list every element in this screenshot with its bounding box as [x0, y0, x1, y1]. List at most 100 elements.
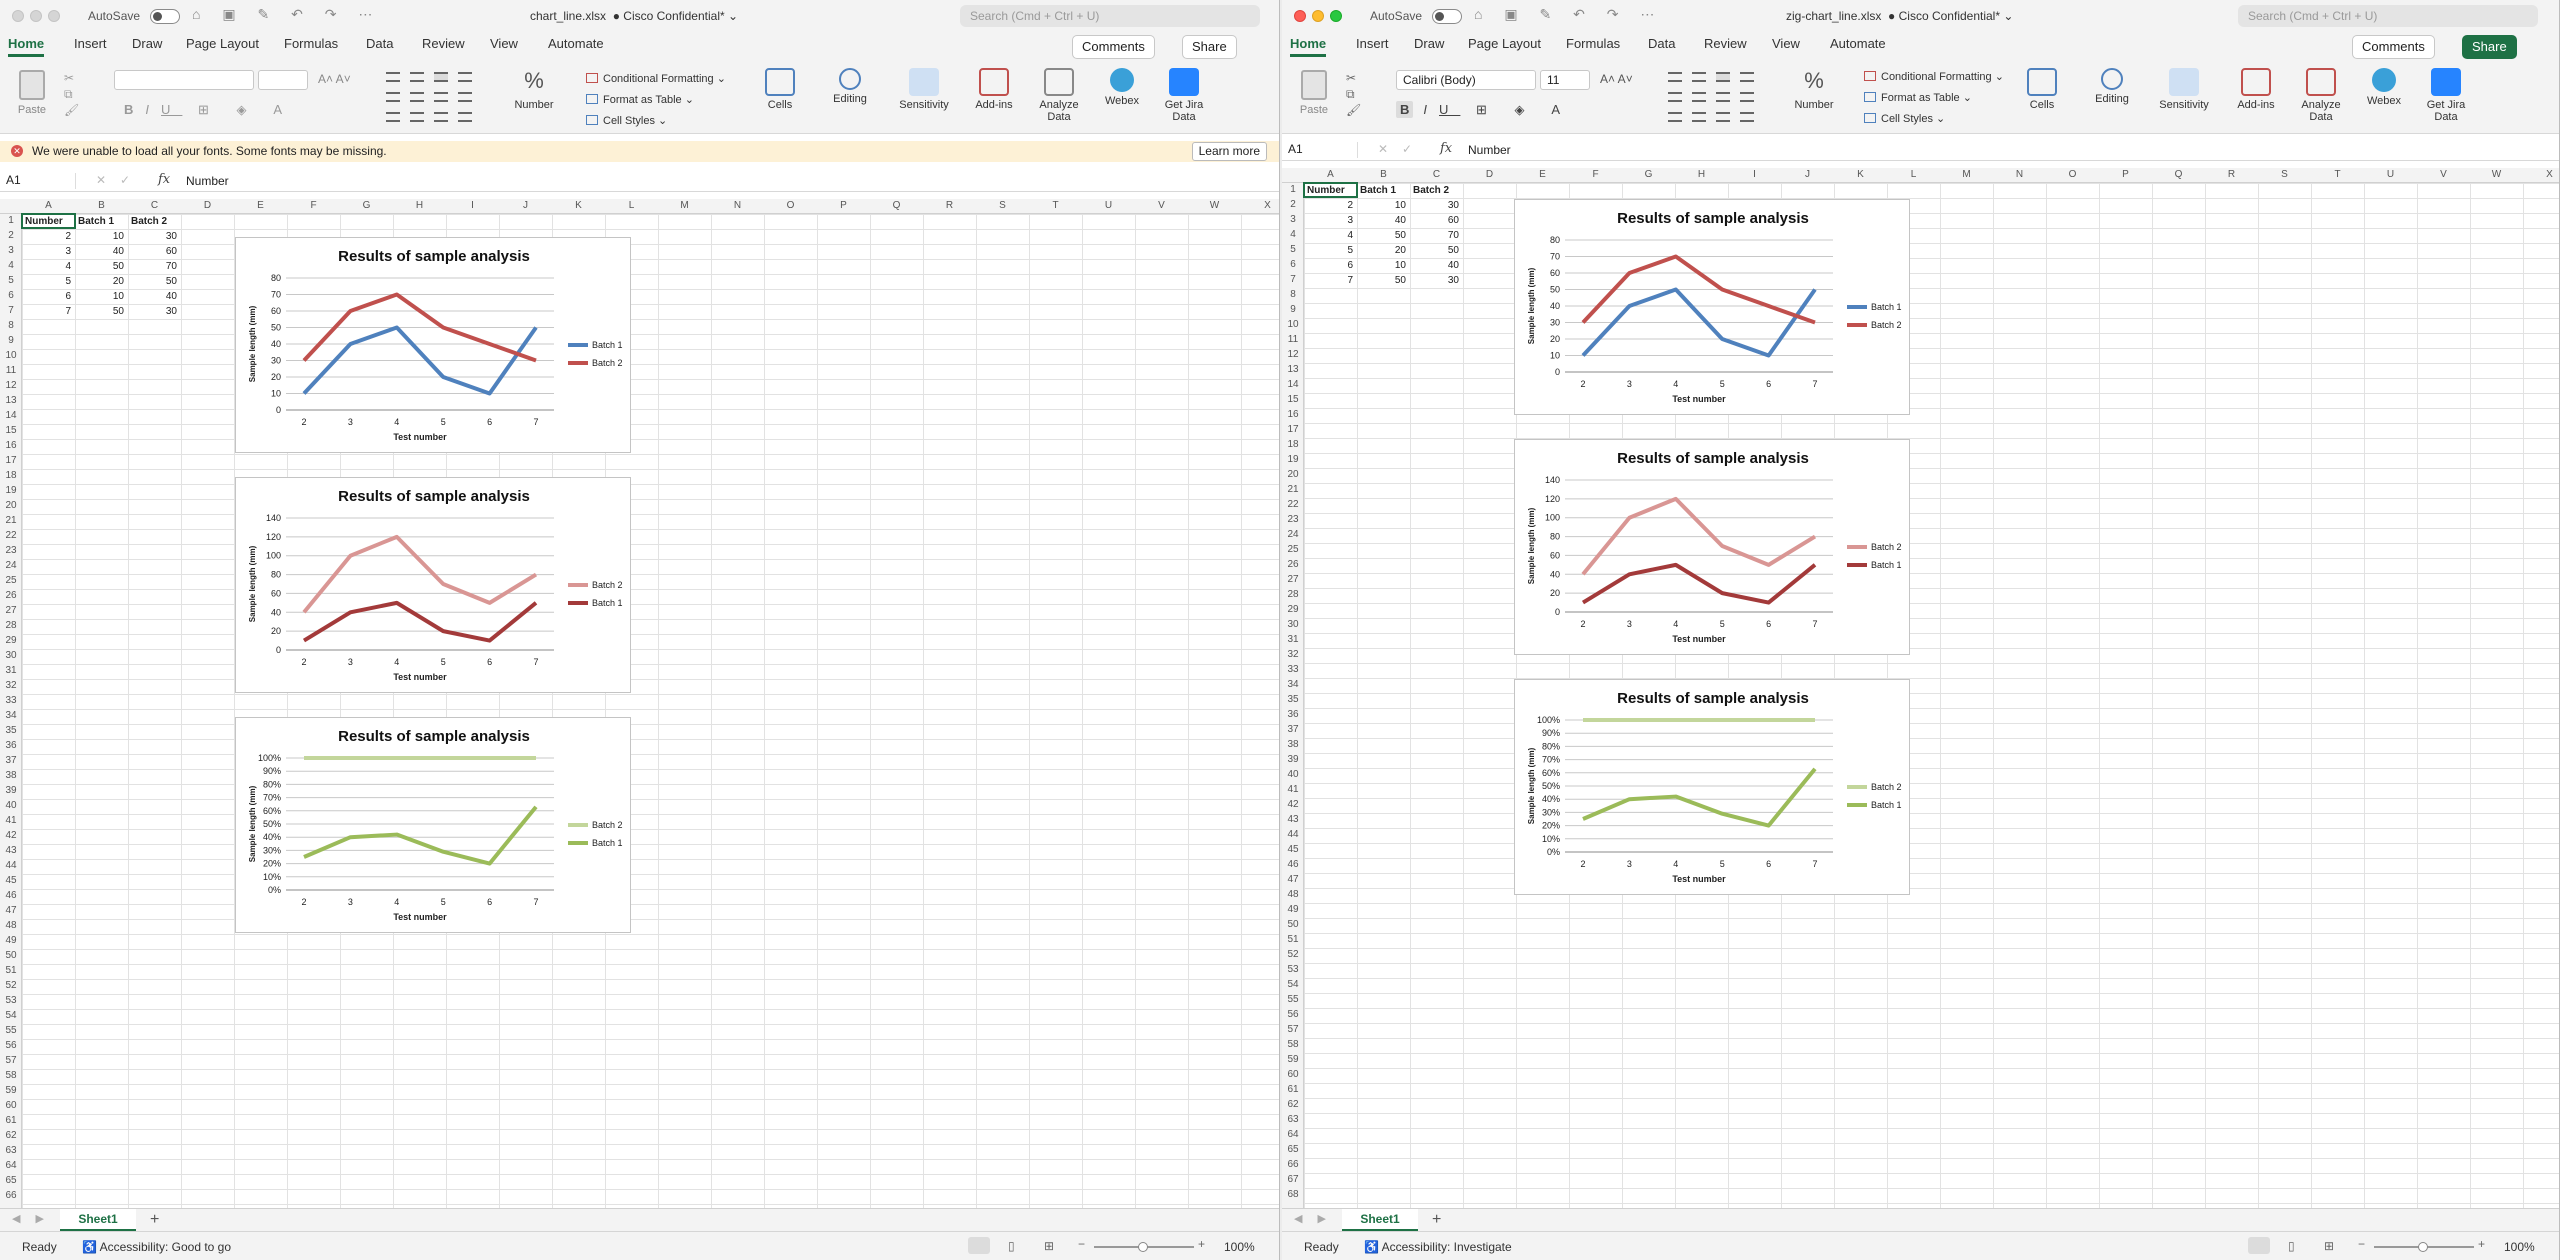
selected-cell-a1[interactable] [1303, 182, 1358, 198]
row-header-55[interactable]: 55 [5, 1025, 17, 1036]
row-header-61[interactable]: 61 [1287, 1084, 1299, 1095]
tab-view[interactable]: View [490, 36, 518, 51]
row-header-36[interactable]: 36 [5, 740, 17, 751]
row-header-22[interactable]: 22 [5, 530, 17, 541]
zoom-window-icon[interactable] [1330, 10, 1342, 22]
analyze-data-button[interactable]: Analyze Data [2298, 68, 2344, 123]
row-header-48[interactable]: 48 [1287, 889, 1299, 900]
row-header-27[interactable]: 27 [1287, 574, 1299, 585]
row-header-14[interactable]: 14 [1287, 379, 1299, 390]
row-header-49[interactable]: 49 [1287, 904, 1299, 915]
alignment-icon[interactable] [434, 72, 448, 82]
column-header-r[interactable]: R [945, 200, 954, 211]
data-cell[interactable]: 40 [112, 246, 124, 257]
column-header-h[interactable]: H [415, 200, 424, 211]
row-header-12[interactable]: 12 [5, 380, 17, 391]
data-cell[interactable]: 6 [65, 291, 71, 302]
formula-action-icons[interactable]: ✕✓ [96, 173, 145, 187]
row-header-56[interactable]: 56 [1287, 1009, 1299, 1020]
row-header-31[interactable]: 31 [5, 665, 17, 676]
normal-view-icon[interactable] [2248, 1237, 2270, 1254]
row-header-13[interactable]: 13 [5, 395, 17, 406]
row-header-26[interactable]: 26 [1287, 559, 1299, 570]
comments-button[interactable]: Comments [2352, 35, 2435, 59]
row-header-3[interactable]: 3 [1290, 214, 1296, 225]
formula-action-icons[interactable]: ✕✓ [1378, 142, 1427, 156]
zoom-out-icon[interactable]: − [2358, 1237, 2366, 1251]
tab-page-layout[interactable]: Page Layout [1468, 36, 1542, 51]
sensitivity-tag[interactable]: Cisco Confidential* [1898, 9, 2001, 23]
alignment-icon[interactable] [1668, 112, 1682, 122]
column-header-g[interactable]: G [1644, 169, 1653, 180]
font-size-box[interactable] [258, 70, 308, 90]
tab-view[interactable]: View [1772, 36, 1800, 51]
row-header-64[interactable]: 64 [5, 1160, 17, 1171]
column-header-k[interactable]: K [1857, 169, 1864, 180]
sheet-nav-arrows[interactable]: ◀ ▶ [12, 1213, 50, 1225]
row-header-41[interactable]: 41 [5, 815, 17, 826]
header-cell[interactable]: Batch 1 [1360, 185, 1397, 196]
column-header-w[interactable]: W [2491, 169, 2502, 180]
row-header-32[interactable]: 32 [1287, 649, 1299, 660]
tab-formulas[interactable]: Formulas [284, 36, 339, 51]
column-header-b[interactable]: B [98, 200, 105, 211]
row-header-11[interactable]: 11 [1287, 334, 1299, 345]
cells-button[interactable]: Cells [2022, 68, 2062, 111]
tab-home[interactable]: Home [8, 36, 45, 57]
search-input[interactable]: Search (Cmd + Ctrl + U) [960, 5, 1260, 27]
row-header-63[interactable]: 63 [5, 1145, 17, 1156]
column-header-e[interactable]: E [1539, 169, 1546, 180]
row-header-31[interactable]: 31 [1287, 634, 1299, 645]
editing-button[interactable]: Editing [828, 68, 872, 105]
number-format-button[interactable]: % Number [506, 68, 562, 111]
column-header-m[interactable]: M [1962, 169, 1971, 180]
column-header-w[interactable]: W [1209, 200, 1220, 211]
column-header-s[interactable]: S [999, 200, 1006, 211]
row-header-16[interactable]: 16 [5, 440, 17, 451]
add-sheet-icon[interactable]: + [1432, 1211, 1442, 1228]
data-cell[interactable]: 20 [112, 276, 124, 287]
row-header-19[interactable]: 19 [1287, 454, 1299, 465]
column-header-j[interactable]: J [523, 200, 528, 211]
row-header-29[interactable]: 29 [5, 635, 17, 646]
alignment-icon[interactable] [386, 92, 400, 102]
font-format-buttons[interactable]: BIU ⊞ ◈ A [124, 102, 295, 117]
row-header-44[interactable]: 44 [5, 860, 17, 871]
row-header-40[interactable]: 40 [5, 800, 17, 811]
column-header-x[interactable]: X [1264, 200, 1271, 211]
data-cell[interactable]: 50 [1394, 275, 1406, 286]
row-header-1[interactable]: 1 [8, 215, 14, 226]
column-header-l[interactable]: L [628, 200, 635, 211]
data-cell[interactable]: 6 [1347, 260, 1353, 271]
sheet-tab-sheet1[interactable]: Sheet1 [60, 1209, 136, 1231]
line-chart-3[interactable]: Results of sample analysis 0% 10% 20% 30% 40%… [235, 717, 631, 933]
column-header-m[interactable]: M [680, 200, 689, 211]
row-header-45[interactable]: 45 [5, 875, 17, 886]
row-header-1[interactable]: 1 [1290, 184, 1296, 195]
row-header-17[interactable]: 17 [5, 455, 17, 466]
normal-view-icon[interactable] [968, 1237, 990, 1254]
row-header-54[interactable]: 54 [1287, 979, 1299, 990]
quick-access-icons[interactable]: ⌂ ▣ ✎ ↶ ↷ ⋯ [1474, 6, 1664, 22]
alignment-icon[interactable] [1668, 72, 1682, 82]
accessibility-status[interactable]: ♿ Accessibility: Investigate [1364, 1240, 1512, 1254]
data-cell[interactable]: 5 [1347, 245, 1353, 256]
data-cell[interactable]: 5 [65, 276, 71, 287]
row-header-38[interactable]: 38 [5, 770, 17, 781]
row-header-8[interactable]: 8 [8, 320, 14, 331]
paste-button[interactable]: Paste [12, 68, 52, 116]
row-header-9[interactable]: 9 [8, 335, 14, 346]
comments-button[interactable]: Comments [1072, 35, 1155, 59]
number-format-button[interactable]: % Number [1786, 68, 1842, 111]
row-header-40[interactable]: 40 [1287, 769, 1299, 780]
font-size-step-icons[interactable]: A˄ A˅ [1600, 72, 1633, 86]
alignment-icon[interactable] [1668, 92, 1682, 102]
row-header-18[interactable]: 18 [5, 470, 17, 481]
data-cell[interactable]: 7 [65, 306, 71, 317]
zoom-in-icon[interactable]: + [2478, 1237, 2486, 1251]
column-header-t[interactable]: T [1052, 200, 1059, 211]
row-header-3[interactable]: 3 [8, 245, 14, 256]
data-cell[interactable]: 50 [1447, 245, 1459, 256]
row-header-5[interactable]: 5 [8, 275, 14, 286]
tab-draw[interactable]: Draw [1414, 36, 1445, 51]
